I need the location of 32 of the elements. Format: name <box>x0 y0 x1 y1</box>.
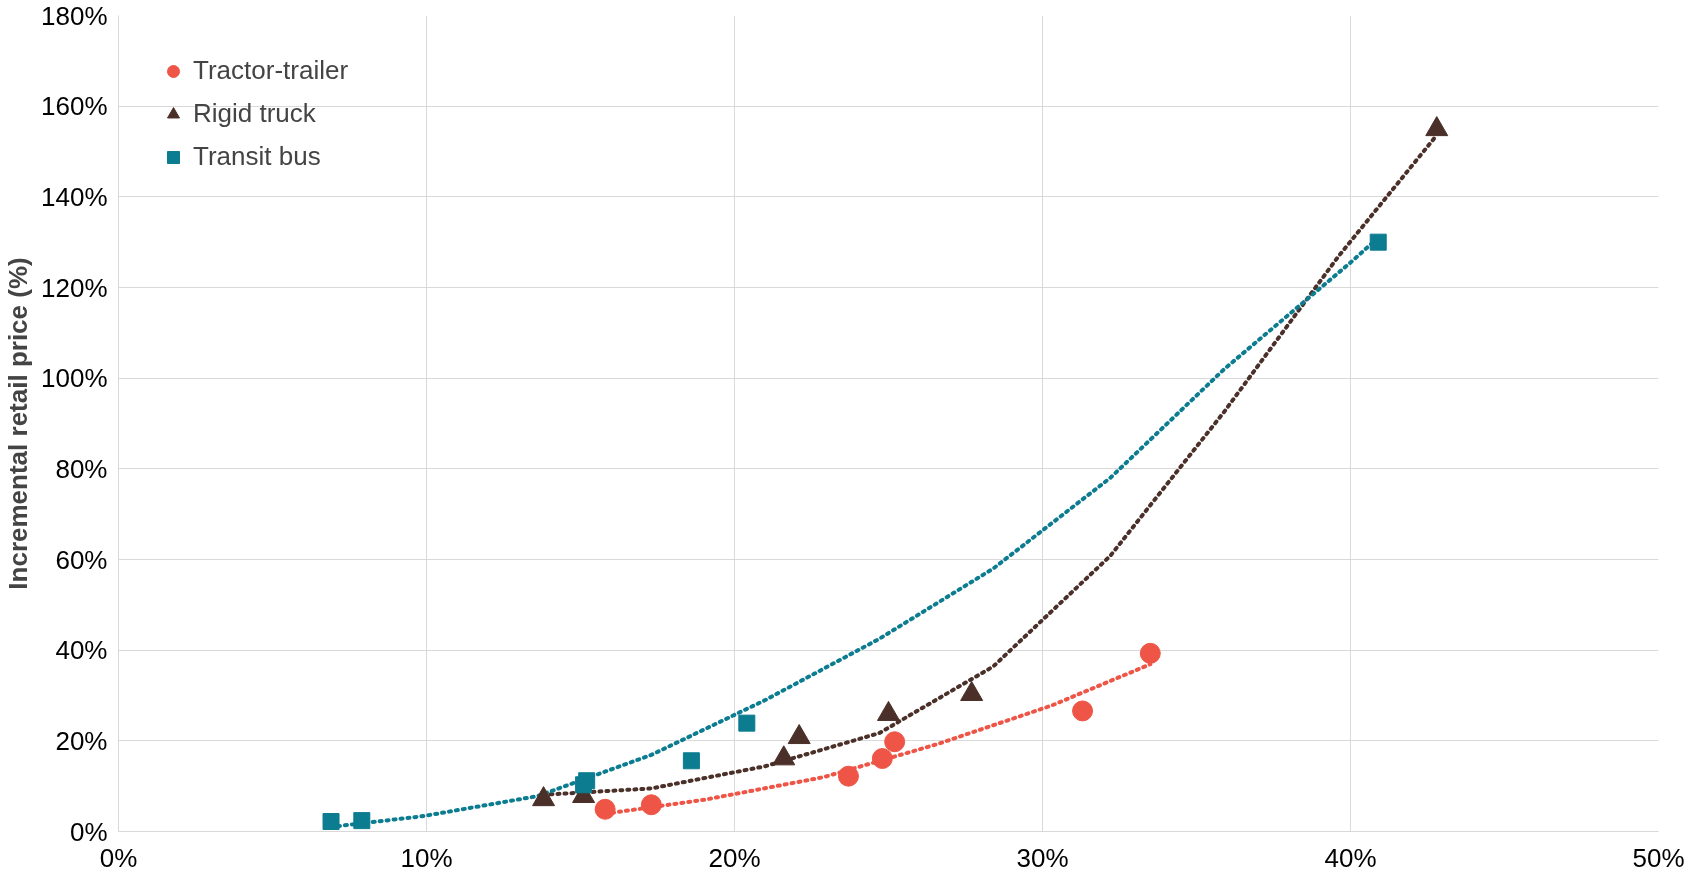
point <box>594 798 616 820</box>
y-tick-label: 140% <box>41 181 108 212</box>
x-tick-label: 10% <box>400 842 453 873</box>
y-tick-label: 80% <box>55 453 108 484</box>
y-tick-label: 60% <box>55 544 108 575</box>
point <box>1369 233 1387 251</box>
point <box>884 731 906 753</box>
legend-label: Rigid truck <box>193 98 316 129</box>
legend-label: Tractor-trailer <box>193 55 349 86</box>
point <box>837 765 859 787</box>
y-tick-label: 100% <box>41 363 108 394</box>
y-axis-title: Incremental retail price (%) <box>3 257 33 590</box>
point <box>640 794 662 816</box>
x-tick-label: 50% <box>1632 842 1685 873</box>
point <box>1139 642 1161 664</box>
legend-label: Transit bus <box>193 141 321 172</box>
point <box>1072 700 1094 722</box>
point <box>353 812 371 830</box>
x-tick-label: 30% <box>1016 842 1069 873</box>
x-tick-label: 40% <box>1324 842 1377 873</box>
y-tick-label: 160% <box>41 91 108 122</box>
y-tick-label: 120% <box>41 272 108 303</box>
point <box>322 813 340 831</box>
y-tick-label: 40% <box>55 635 108 666</box>
point <box>738 714 756 732</box>
point <box>871 748 893 769</box>
point <box>682 752 700 770</box>
point <box>1425 116 1449 137</box>
y-tick-label: 180% <box>41 0 108 31</box>
point <box>578 772 596 790</box>
x-tick-label: 20% <box>708 842 761 873</box>
y-tick-label: 20% <box>55 725 108 756</box>
